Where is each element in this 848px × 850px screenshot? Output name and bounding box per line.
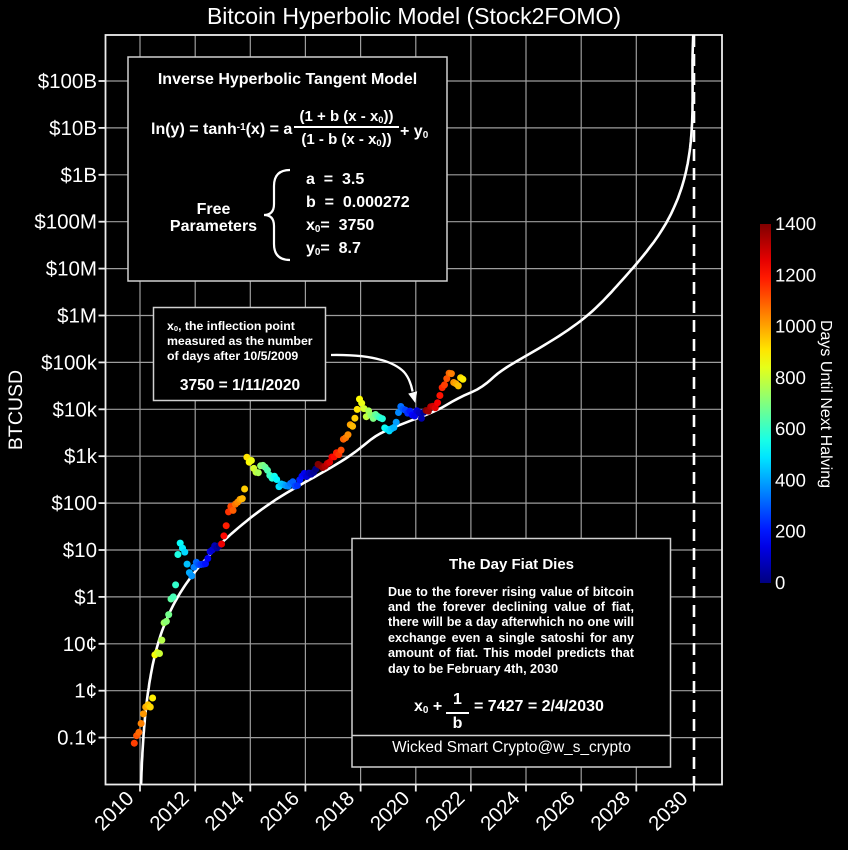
svg-text:$1: $1	[74, 586, 97, 609]
svg-text:1000: 1000	[775, 316, 816, 337]
svg-text:$10: $10	[63, 539, 97, 562]
svg-text:1400: 1400	[775, 213, 816, 234]
svg-text:1¢: 1¢	[74, 680, 97, 703]
svg-text:$1B: $1B	[61, 164, 97, 187]
svg-text:600: 600	[775, 418, 806, 439]
svg-text:$100B: $100B	[38, 70, 97, 93]
svg-text:10¢: 10¢	[63, 633, 97, 656]
svg-text:$1M: $1M	[57, 305, 97, 328]
svg-text:0: 0	[775, 572, 785, 593]
svg-text:$100: $100	[51, 492, 97, 515]
svg-text:$100M: $100M	[34, 211, 97, 234]
svg-text:1200: 1200	[775, 264, 816, 285]
svg-text:Days Until Next Halving: Days Until Next Halving	[817, 320, 834, 488]
svg-text:200: 200	[775, 521, 806, 542]
svg-text:$100k: $100k	[41, 351, 98, 374]
svg-text:800: 800	[775, 367, 806, 388]
svg-text:$10M: $10M	[46, 258, 97, 281]
svg-text:$1k: $1k	[64, 445, 98, 468]
svg-text:$10B: $10B	[49, 117, 97, 140]
svg-text:BTCUSD: BTCUSD	[5, 370, 27, 450]
svg-text:400: 400	[775, 469, 806, 490]
svg-text:$10k: $10k	[53, 398, 98, 421]
svg-text:0.1¢: 0.1¢	[57, 727, 97, 750]
